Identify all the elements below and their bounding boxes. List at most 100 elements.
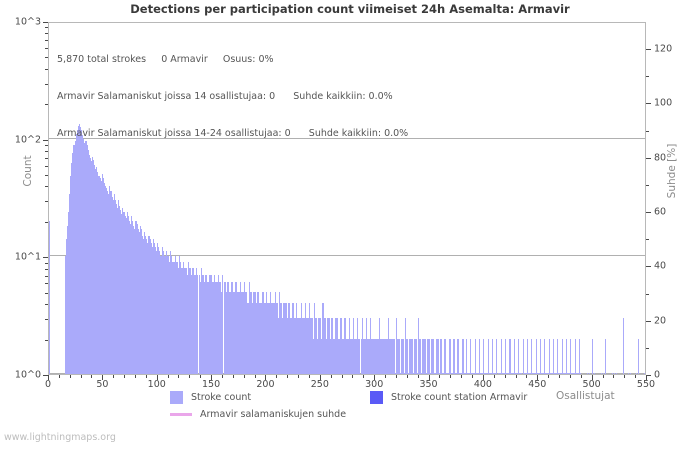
bar <box>433 338 435 374</box>
plot-inner <box>49 23 645 374</box>
bar <box>515 373 518 374</box>
x-axis-minor-tick <box>91 375 93 378</box>
bar <box>138 232 140 374</box>
bar <box>134 229 136 374</box>
bar <box>222 274 224 374</box>
chart-title: Detections per participation count viime… <box>130 2 570 16</box>
bar <box>137 229 139 374</box>
bar <box>161 247 163 374</box>
bar <box>430 373 432 374</box>
bar <box>228 291 231 374</box>
bar <box>352 317 354 374</box>
y-axis-right-major-tick <box>646 266 651 268</box>
bar <box>101 174 103 374</box>
bar <box>110 190 112 374</box>
bar <box>136 223 138 374</box>
bar <box>224 282 226 374</box>
bar <box>555 373 557 374</box>
y-axis-right-major-tick <box>646 103 651 105</box>
x-axis-minor-tick <box>472 375 474 378</box>
bar <box>153 242 155 374</box>
bar <box>158 247 160 374</box>
bar <box>180 261 182 374</box>
bar <box>65 239 67 374</box>
bar <box>507 373 509 374</box>
bar <box>390 338 393 374</box>
x-axis-minor-tick <box>385 375 387 378</box>
x-axis-minor-tick <box>526 375 528 378</box>
legend-item[interactable]: Armavir salamaniskujen suhde <box>170 409 346 420</box>
bar <box>300 303 302 374</box>
bar <box>226 282 228 374</box>
bar <box>487 338 489 374</box>
bar <box>79 127 82 374</box>
bar <box>314 317 316 374</box>
bar <box>216 282 219 374</box>
y-axis-right-tick-label: 40 <box>654 260 667 272</box>
bar <box>346 338 348 374</box>
bar <box>81 130 83 374</box>
bar <box>575 373 577 374</box>
bar <box>294 317 296 374</box>
x-axis-label: Osallistujat <box>556 390 615 402</box>
bar <box>506 373 508 374</box>
y-axis-left-minor-tick <box>45 318 48 320</box>
bar <box>237 291 239 374</box>
legend-item[interactable]: Stroke count <box>170 391 251 404</box>
legend-item[interactable]: Stroke count station Armavir <box>370 391 527 404</box>
bar <box>355 338 357 374</box>
x-axis-minor-tick <box>635 375 637 378</box>
bar <box>172 261 174 374</box>
bar <box>387 317 389 374</box>
bar <box>464 373 466 374</box>
bar <box>395 373 397 374</box>
bar <box>463 373 465 374</box>
bar <box>97 172 99 374</box>
x-axis-minor-tick <box>189 375 191 378</box>
x-axis-minor-tick <box>439 375 441 378</box>
x-axis-tick-label: 300 <box>365 379 384 390</box>
plot-area <box>48 22 646 375</box>
bar <box>120 209 122 374</box>
bar <box>326 317 328 374</box>
bar <box>378 317 381 374</box>
bar <box>551 373 553 374</box>
bar <box>350 338 352 374</box>
bar <box>210 274 212 374</box>
bar <box>205 274 207 374</box>
bar <box>140 229 142 374</box>
bar <box>476 373 478 374</box>
x-axis-major-tick <box>156 375 158 380</box>
y-axis-left-minor-tick <box>45 304 48 306</box>
bar <box>594 373 596 374</box>
bar <box>127 216 129 374</box>
x-axis-minor-tick <box>221 375 223 378</box>
y-axis-left-minor-tick <box>45 40 48 42</box>
bar <box>315 317 317 374</box>
bar <box>265 291 267 374</box>
bar <box>307 317 309 374</box>
bar <box>451 373 453 374</box>
y-axis-right-tick-label: 20 <box>654 315 667 327</box>
bar <box>457 338 459 374</box>
bar <box>493 373 495 374</box>
bar <box>132 220 134 374</box>
bar <box>299 317 301 374</box>
bar <box>342 338 344 374</box>
x-axis-minor-tick <box>461 375 463 378</box>
bar <box>353 338 356 374</box>
bar <box>586 373 588 374</box>
bar <box>384 338 386 374</box>
bar <box>145 235 147 374</box>
y-axis-left-minor-tick <box>45 186 48 188</box>
bar <box>358 338 360 374</box>
bar <box>227 282 229 374</box>
x-axis-minor-tick <box>200 375 202 378</box>
bar <box>175 261 177 374</box>
bar <box>370 317 372 374</box>
bar <box>405 317 407 374</box>
bar <box>322 303 324 374</box>
bar <box>462 338 464 374</box>
bar <box>195 274 197 374</box>
bar <box>546 373 548 374</box>
